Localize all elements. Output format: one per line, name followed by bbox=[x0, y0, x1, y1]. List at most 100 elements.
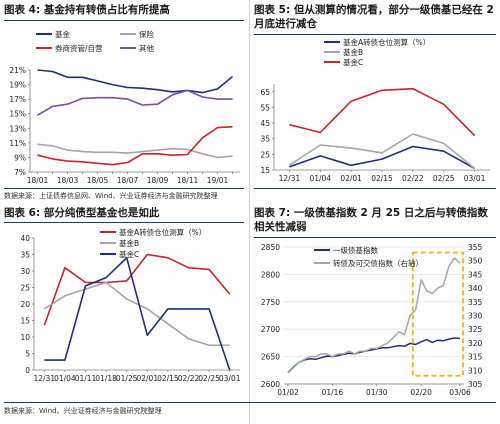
legend-label-2: 基金B bbox=[119, 238, 139, 248]
y-tick-label: 9% bbox=[14, 153, 26, 162]
series-line-3 bbox=[44, 256, 231, 371]
x-tick-label: 01/18 bbox=[95, 374, 117, 383]
series-line-3 bbox=[37, 126, 233, 166]
panel-2-title: 图表 5: 但从测算的情况看，部分一级债基已经在 2 月底进行减仓 bbox=[254, 4, 494, 30]
chart-fund-holdings: 7% 9% 11% 13% 15% 17% 19% 21% 18/01 18/03 18/05 18/… bbox=[9, 29, 240, 185]
y2-tick-label: 340 bbox=[468, 284, 483, 293]
y2-tick-label: 335 bbox=[468, 298, 483, 307]
y2-tick-label: 345 bbox=[468, 270, 483, 279]
panel-1-bottom-rule bbox=[4, 188, 244, 189]
y-tick-label: 15% bbox=[9, 110, 26, 119]
y-tick-label: 30 bbox=[20, 267, 30, 276]
x-tick-label: 18/01 bbox=[27, 176, 49, 185]
x-tick-label: 01/16 bbox=[322, 388, 344, 397]
legend-label-2: 基金B bbox=[343, 47, 363, 57]
y-tick-label: 25 bbox=[20, 284, 30, 293]
chart-first-level-funds: 15 25 35 45 55 65 12/31 01/04 02/01 02/15 02/22 02/… bbox=[260, 37, 490, 183]
series-line-1 bbox=[287, 337, 461, 374]
y2-tick-label: 315 bbox=[468, 353, 483, 362]
legend-label-3: 券商资管/自营 bbox=[55, 43, 103, 53]
x-tick-label: 19/01 bbox=[207, 176, 229, 185]
panel-divider bbox=[249, 0, 250, 424]
legend-label-3: 基金C bbox=[343, 57, 363, 67]
y-tick-label: 13% bbox=[9, 124, 26, 133]
x-tick-label: 12/31 bbox=[33, 374, 55, 383]
x-tick-label: 01/02 bbox=[277, 388, 299, 397]
highlight-box bbox=[411, 251, 464, 377]
panel-3-source: 数据来源：Wind、兴业证券经济与金融研究院整理 bbox=[4, 407, 162, 415]
x-tick-label: 02/25 bbox=[198, 374, 220, 383]
y2-tick-label: 350 bbox=[468, 257, 483, 266]
y-tick-label: 17% bbox=[9, 95, 26, 104]
chart-pure-bond-funds: 0 5 10 15 20 25 30 35 40 12/3101/0401/1101/1801/2… bbox=[20, 227, 241, 383]
x-tick-label: 02/01 bbox=[340, 174, 362, 183]
y-tick-label: 40 bbox=[20, 234, 30, 243]
panel-4-title: 图表 7: 一级债基指数 2 月 25 日之后与转债指数相关性减弱 bbox=[254, 207, 488, 233]
y-tick-label: 25 bbox=[260, 150, 270, 159]
y-tick-label: 35 bbox=[260, 135, 270, 144]
panel-4-rule bbox=[254, 237, 496, 238]
panel-2-bottom-rule bbox=[254, 188, 496, 189]
y-tick-label: 5 bbox=[25, 350, 30, 359]
y-tick-label: 55 bbox=[260, 103, 270, 112]
y-tick-label: 20 bbox=[20, 300, 30, 309]
y-tick-label: 7% bbox=[14, 168, 26, 177]
x-tick-label: 18/09 bbox=[147, 176, 169, 185]
y-tick-label: 10 bbox=[20, 333, 30, 342]
y2-tick-label: 310 bbox=[468, 366, 483, 375]
y2-tick-label: 325 bbox=[468, 325, 483, 334]
series-line-4 bbox=[37, 89, 233, 116]
y-tick-label: 2800 bbox=[261, 270, 280, 279]
legend-label-1: 基金A转债仓位测算（%） bbox=[343, 37, 430, 47]
x-tick-label: 01/04 bbox=[309, 174, 331, 183]
x-tick-label: 01/04 bbox=[54, 374, 76, 383]
series-line-2 bbox=[287, 257, 461, 374]
panel-3-title: 图表 6: 部分纯债型基金也是如此 bbox=[4, 207, 160, 219]
series-line-1 bbox=[43, 253, 231, 326]
series-line-2 bbox=[288, 133, 476, 170]
legend-label-1: 基金 bbox=[55, 29, 70, 39]
y2-tick-label: 305 bbox=[468, 380, 483, 389]
y-tick-label: 65 bbox=[260, 88, 270, 97]
y-tick-label: 19% bbox=[9, 81, 26, 90]
legend-label-2: 转债及可交债指数（右轴） bbox=[333, 258, 423, 268]
panel-1-rule bbox=[4, 20, 244, 21]
x-tick-label: 02/20 bbox=[410, 388, 432, 397]
y-tick-label: 0 bbox=[25, 366, 30, 375]
x-tick-label: 01/25 bbox=[116, 374, 138, 383]
x-tick-label: 02/15 bbox=[157, 374, 179, 383]
legend-label-1: 一级债基指数 bbox=[333, 245, 378, 255]
x-tick-label: 01/30 bbox=[366, 388, 388, 397]
x-tick-label: 03/06 bbox=[449, 388, 471, 397]
y-tick-label: 15 bbox=[20, 317, 30, 326]
series-line-3 bbox=[289, 87, 476, 137]
panel-3-bottom-rule bbox=[4, 402, 496, 403]
panel-3-rule bbox=[4, 222, 244, 223]
x-tick-label: 18/07 bbox=[117, 176, 139, 185]
x-tick-label: 03/01 bbox=[219, 374, 241, 383]
y-tick-label: 2700 bbox=[261, 325, 280, 334]
y2-tick-label: 320 bbox=[468, 339, 483, 348]
x-tick-label: 18/11 bbox=[177, 176, 199, 185]
y-tick-label: 35 bbox=[20, 251, 30, 260]
y-tick-label: 2850 bbox=[261, 243, 280, 252]
legend-label-1: 基金A转债仓位测算（%） bbox=[119, 227, 206, 237]
chart-index-correlation: 2600 2650 2700 2750 2800 2850 305 310 315 320 325 3… bbox=[261, 243, 483, 397]
y-tick-label: 21% bbox=[9, 66, 26, 75]
legend-label-3: 基金C bbox=[119, 249, 139, 259]
y-tick-label: 2650 bbox=[261, 353, 280, 362]
legend-label-2: 保险 bbox=[139, 29, 154, 39]
panel-2-rule bbox=[254, 34, 496, 35]
series-line-2 bbox=[43, 281, 230, 347]
x-tick-label: 18/05 bbox=[87, 176, 109, 185]
x-tick-label: 01/11 bbox=[75, 374, 97, 383]
panel-1-title: 图表 4: 基金持有转债占比有所提高 bbox=[4, 4, 170, 16]
legend-label-4: 其他 bbox=[139, 43, 154, 53]
y-tick-label: 15 bbox=[260, 166, 270, 175]
y-tick-label: 45 bbox=[260, 119, 270, 128]
x-tick-label: 12/31 bbox=[279, 174, 301, 183]
x-tick-label: 02/25 bbox=[433, 174, 455, 183]
y2-tick-label: 330 bbox=[468, 312, 483, 321]
y2-tick-label: 355 bbox=[468, 243, 483, 252]
x-tick-label: 18/03 bbox=[57, 176, 79, 185]
